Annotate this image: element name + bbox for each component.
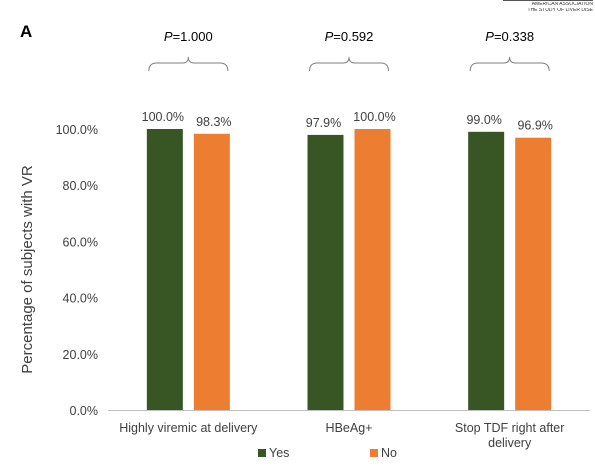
bar-no [354,129,391,410]
significance-brace [469,56,550,72]
significance-brace [148,56,229,72]
data-label: 100.0% [142,110,184,124]
data-label: 99.0% [466,113,501,127]
p-value-symbol: P [164,29,173,44]
x-tick-label: delivery [488,436,532,450]
x-tick-label: HBeAg+ [326,421,373,435]
significance-brace [309,56,389,72]
legend-swatch-no [370,449,378,457]
legend-label-yes: Yes [269,446,289,460]
p-value-label: P=0.592 [325,29,374,44]
bar-yes [146,129,183,410]
y-tick-label: 60.0% [63,235,98,249]
legend-label-no: No [381,446,397,460]
data-label: 98.3% [196,115,231,129]
p-value-label: P=0.338 [485,29,534,44]
data-label: 96.9% [517,119,552,133]
data-label: 100.0% [353,110,395,124]
bar-no [515,137,552,410]
journal-caption-line-1: AMERICAN ASSOCIATION [531,2,593,7]
bar-yes [307,134,344,410]
y-tick-label: 40.0% [63,292,98,306]
p-value-number: =0.592 [333,29,373,44]
p-value-number: =0.338 [494,29,534,44]
y-tick-label: 20.0% [63,348,98,362]
y-tick-label: 80.0% [63,179,98,193]
p-value-label: P=1.000 [164,29,213,44]
panel-label: A [20,22,32,41]
y-tick-label: 100.0% [56,123,98,137]
p-value-symbol: P [325,29,334,44]
y-axis-title: Percentage of subjects with VR [19,165,36,374]
legend-swatch-yes [258,449,266,457]
journal-caption: AMERICAN ASSOCIATION THE STUDY OF LIVER … [503,0,593,13]
bar-no [193,133,230,411]
data-label: 97.9% [306,116,341,130]
bar-yes [468,131,505,410]
p-value-number: =1.000 [173,29,213,44]
y-tick-label: 0.0% [70,404,99,418]
journal-caption-line-2: THE STUDY OF LIVER DISE [527,7,593,13]
x-tick-label: Stop TDF right after [455,421,565,435]
x-tick-label: Highly viremic at delivery [119,421,258,435]
p-value-symbol: P [485,29,494,44]
